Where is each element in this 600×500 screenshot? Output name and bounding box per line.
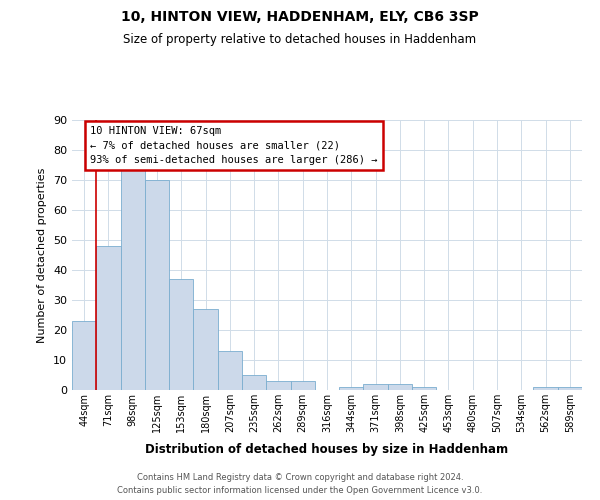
Bar: [412, 387, 436, 390]
Text: Contains public sector information licensed under the Open Government Licence v3: Contains public sector information licen…: [118, 486, 482, 495]
Bar: [96, 246, 121, 390]
Bar: [242, 375, 266, 390]
Bar: [121, 165, 145, 390]
Bar: [290, 381, 315, 390]
Bar: [388, 384, 412, 390]
Bar: [193, 309, 218, 390]
Text: Size of property relative to detached houses in Haddenham: Size of property relative to detached ho…: [124, 32, 476, 46]
Bar: [72, 321, 96, 390]
Bar: [169, 279, 193, 390]
Bar: [145, 180, 169, 390]
Bar: [558, 387, 582, 390]
Bar: [266, 381, 290, 390]
Y-axis label: Number of detached properties: Number of detached properties: [37, 168, 47, 342]
Bar: [339, 387, 364, 390]
Bar: [218, 351, 242, 390]
Text: 10 HINTON VIEW: 67sqm
← 7% of detached houses are smaller (22)
93% of semi-detac: 10 HINTON VIEW: 67sqm ← 7% of detached h…: [90, 126, 378, 165]
Bar: [533, 387, 558, 390]
Text: Distribution of detached houses by size in Haddenham: Distribution of detached houses by size …: [145, 442, 509, 456]
Text: Contains HM Land Registry data © Crown copyright and database right 2024.: Contains HM Land Registry data © Crown c…: [137, 472, 463, 482]
Text: 10, HINTON VIEW, HADDENHAM, ELY, CB6 3SP: 10, HINTON VIEW, HADDENHAM, ELY, CB6 3SP: [121, 10, 479, 24]
Bar: [364, 384, 388, 390]
